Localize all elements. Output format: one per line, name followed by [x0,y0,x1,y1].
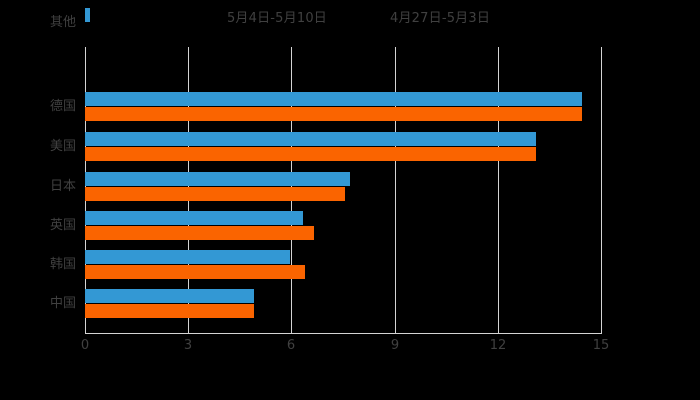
bar[interactable] [85,226,314,240]
bar-group [85,289,601,319]
bar[interactable] [85,107,582,121]
bar[interactable] [85,265,305,279]
y-axis-label: 韩国 [49,257,76,272]
x-axis-tick-label: 12 [489,338,507,353]
bar-group [85,211,601,241]
bar-group [85,8,601,38]
y-axis-label: 英国 [49,218,76,233]
chart-legend: 5月4日-5月10日 4月27日-5月3日 [0,6,700,32]
bar-group [85,172,601,202]
x-axis-tick-label: 0 [80,338,90,353]
x-axis-tick-label: 6 [286,338,296,353]
legend-item-series-b[interactable]: 4月27日-5月3日 [373,12,490,26]
bar[interactable] [85,211,303,225]
bar-group [85,92,601,122]
legend-label-series-b: 4月27日-5月3日 [390,11,491,26]
x-axis-tick-label: 3 [183,338,193,353]
bar[interactable] [85,187,345,201]
y-axis-label: 德国 [49,99,76,114]
y-axis-label: 其他 [49,15,76,30]
x-axis-tick-label: 9 [390,338,400,353]
bar[interactable] [85,172,350,186]
bar-group [85,132,601,162]
bar[interactable] [85,8,90,22]
y-axis-label: 日本 [49,179,76,194]
bar[interactable] [85,289,254,303]
y-axis-label: 美国 [49,139,76,154]
gridline [395,47,396,333]
bar[interactable] [85,250,290,264]
x-axis-tick-label: 15 [592,338,610,353]
bar[interactable] [85,92,582,106]
gridline [601,47,602,333]
bar-group [85,250,601,280]
legend-label-series-a: 5月4日-5月10日 [226,11,327,26]
bar[interactable] [85,132,536,146]
bar[interactable] [85,304,254,318]
legend-item-series-a[interactable]: 5月4日-5月10日 [210,12,327,26]
gridline [498,47,499,333]
x-axis-line [85,333,602,334]
bar[interactable] [85,147,536,161]
y-axis-label: 中国 [49,296,76,311]
plot-area [85,8,602,333]
